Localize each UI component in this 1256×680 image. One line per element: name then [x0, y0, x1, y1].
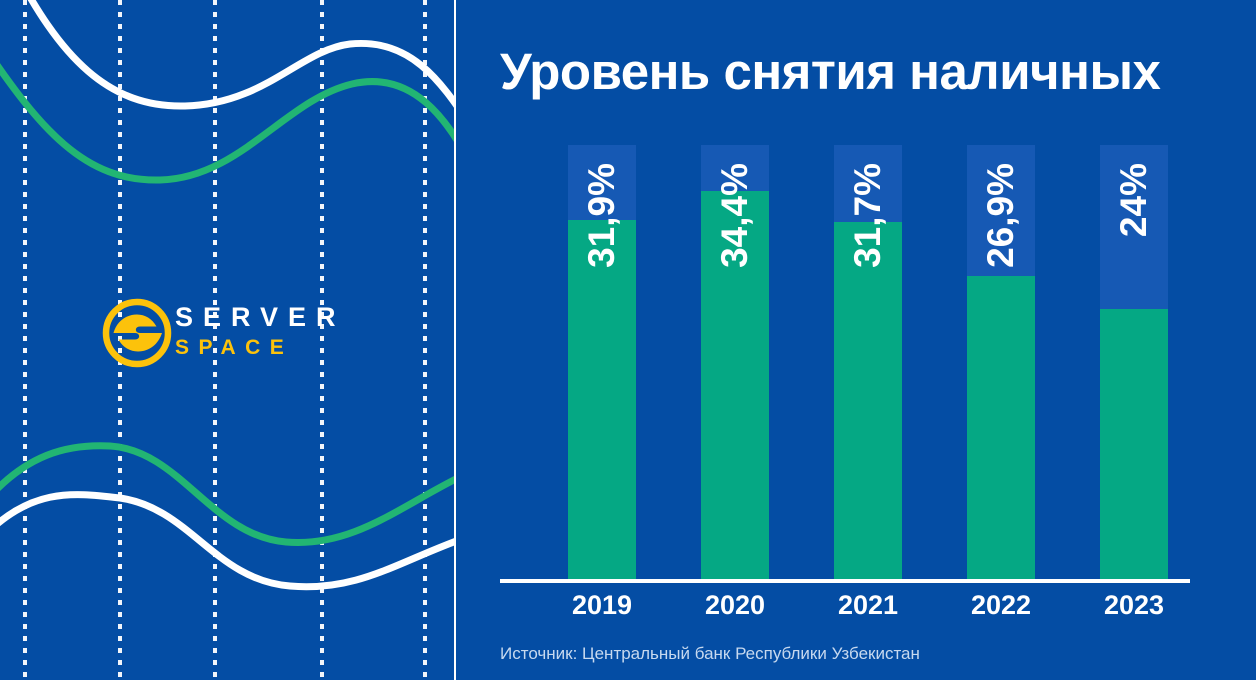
- brand-panel: SERVER SPACE: [0, 0, 456, 680]
- logo-wordmark: SERVER SPACE: [175, 302, 346, 361]
- x-axis-label-2023: 2023: [1103, 590, 1165, 620]
- x-axis-label-2022: 2022: [970, 590, 1032, 620]
- panel-divider: [454, 0, 456, 680]
- x-axis-label-2020: 2020: [704, 590, 766, 620]
- bar-2021[interactable]: 31,7%: [834, 145, 902, 582]
- wave-bottom: [0, 442, 456, 591]
- bar-2023[interactable]: 24%: [1100, 145, 1168, 582]
- logo[interactable]: SERVER SPACE: [100, 296, 390, 380]
- wave-top: [0, 0, 456, 184]
- bar-chart-plot-area: 31,9% 34,4% 31,7% 26,9% 24%: [500, 140, 1212, 582]
- bar-2020[interactable]: 34,4%: [701, 145, 769, 582]
- x-axis-line: [500, 579, 1190, 583]
- chart-panel: Уровень снятия наличных 31,9% 34,4% 31,7% 2…: [456, 0, 1256, 680]
- bar-fill-2022: [967, 276, 1035, 582]
- bar-fill-2023: [1100, 309, 1168, 582]
- bar-2022[interactable]: 26,9%: [967, 145, 1035, 582]
- chart-title: Уровень снятия наличных: [500, 43, 1161, 100]
- source-note: Источник: Центральный банк Республики Уз…: [500, 644, 920, 663]
- bar-fill-2021: [834, 222, 902, 582]
- logo-text-server: SERVER: [175, 302, 346, 332]
- x-axis-label-2019: 2019: [571, 590, 633, 620]
- bar-fill-2020: [701, 191, 769, 582]
- bar-fill-2019: [568, 220, 636, 582]
- decorative-waves: [0, 0, 456, 680]
- bar-2019[interactable]: 31,9%: [568, 145, 636, 582]
- serverspace-s-mark-icon: [102, 298, 172, 368]
- logo-text-space: SPACE: [175, 336, 294, 359]
- x-axis-label-2021: 2021: [837, 590, 899, 620]
